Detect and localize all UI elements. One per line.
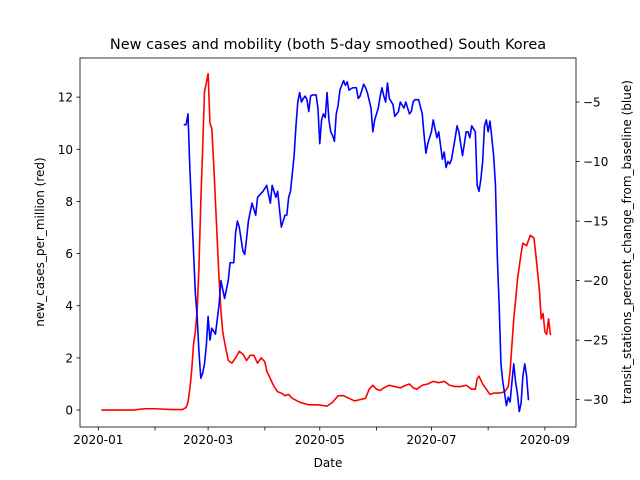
plot-area-border: [79, 57, 577, 428]
y-left-tick-label: 8: [65, 195, 73, 209]
new-cases-series-line: [101, 72, 552, 411]
y-left-tick-label: 6: [65, 247, 73, 261]
y-right-tick-label: −25: [583, 334, 608, 348]
y-left-tick-label: 0: [65, 404, 73, 418]
y-left-tick-label: 2: [65, 351, 73, 365]
x-tick-label: 2020-09: [520, 433, 570, 447]
x-tick-label: 2020-01: [73, 433, 123, 447]
y-axis-right: −30 −25 −20 −15 −10 −5: [576, 96, 608, 407]
y-axis-left-label: new_cases_per_million (red): [33, 157, 47, 326]
x-tick-label: 2020-05: [295, 433, 345, 447]
x-tick-label: 2020-07: [406, 433, 456, 447]
x-tick-label: 2020-03: [183, 433, 233, 447]
x-axis-label: Date: [314, 456, 343, 470]
chart-title: New cases and mobility (both 5-day smoot…: [110, 37, 546, 53]
transit-mobility-series-line: [183, 79, 530, 413]
y-left-tick-label: 4: [65, 299, 73, 313]
x-axis: 2020-01 2020-03 2020-05 2020-07 2020-09: [73, 427, 570, 447]
y-axis-right-label: transit_stations_percent_change_from_bas…: [620, 80, 634, 404]
y-left-tick-label: 10: [58, 143, 73, 157]
y-left-tick-label: 12: [58, 91, 73, 105]
series-layer: [101, 72, 552, 413]
y-right-tick-label: −5: [583, 96, 601, 110]
plot-frame: [79, 57, 577, 428]
y-right-tick-label: −30: [583, 393, 608, 407]
y-right-tick-label: −10: [583, 155, 608, 169]
y-axis-left: 0 2 4 6 8 10 12: [58, 91, 80, 418]
y-right-tick-label: −15: [583, 215, 608, 229]
y-right-tick-label: −20: [583, 274, 608, 288]
